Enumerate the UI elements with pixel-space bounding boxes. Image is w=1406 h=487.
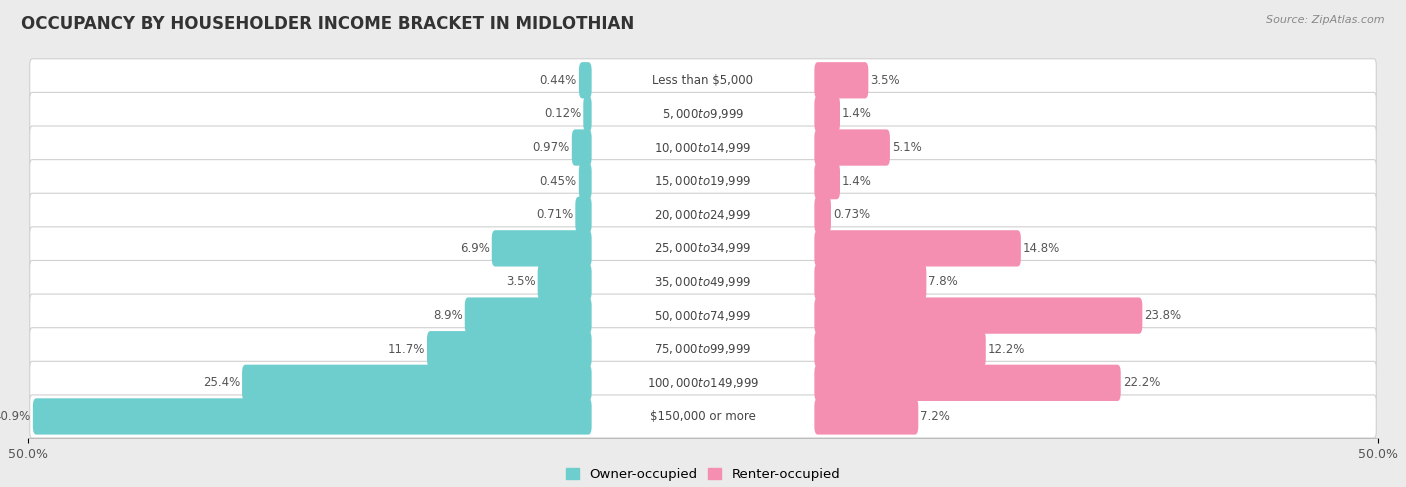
Text: 7.8%: 7.8% xyxy=(928,276,957,288)
Text: $20,000 to $24,999: $20,000 to $24,999 xyxy=(654,208,752,222)
Text: 22.2%: 22.2% xyxy=(1123,376,1160,389)
FancyBboxPatch shape xyxy=(572,130,592,166)
FancyBboxPatch shape xyxy=(30,93,1376,135)
Text: 3.5%: 3.5% xyxy=(506,276,536,288)
Text: 0.12%: 0.12% xyxy=(544,108,581,120)
FancyBboxPatch shape xyxy=(814,298,1142,334)
Text: $150,000 or more: $150,000 or more xyxy=(650,410,756,423)
Text: 0.71%: 0.71% xyxy=(536,208,574,221)
FancyBboxPatch shape xyxy=(30,193,1376,236)
Text: $5,000 to $9,999: $5,000 to $9,999 xyxy=(662,107,744,121)
FancyBboxPatch shape xyxy=(30,59,1376,102)
FancyBboxPatch shape xyxy=(814,365,1121,401)
Text: 1.4%: 1.4% xyxy=(842,175,872,187)
Text: 1.4%: 1.4% xyxy=(842,108,872,120)
FancyBboxPatch shape xyxy=(814,398,918,434)
Text: 23.8%: 23.8% xyxy=(1144,309,1181,322)
Text: 0.97%: 0.97% xyxy=(533,141,569,154)
FancyBboxPatch shape xyxy=(30,395,1376,438)
Text: Source: ZipAtlas.com: Source: ZipAtlas.com xyxy=(1267,15,1385,25)
FancyBboxPatch shape xyxy=(32,398,592,434)
FancyBboxPatch shape xyxy=(30,160,1376,203)
Text: $100,000 to $149,999: $100,000 to $149,999 xyxy=(647,376,759,390)
FancyBboxPatch shape xyxy=(814,264,927,300)
Text: $50,000 to $74,999: $50,000 to $74,999 xyxy=(654,309,752,322)
Text: 14.8%: 14.8% xyxy=(1024,242,1060,255)
Text: 12.2%: 12.2% xyxy=(988,343,1025,356)
FancyBboxPatch shape xyxy=(814,163,839,199)
Legend: Owner-occupied, Renter-occupied: Owner-occupied, Renter-occupied xyxy=(565,468,841,481)
Text: $10,000 to $14,999: $10,000 to $14,999 xyxy=(654,141,752,154)
FancyBboxPatch shape xyxy=(537,264,592,300)
FancyBboxPatch shape xyxy=(30,361,1376,404)
Text: 8.9%: 8.9% xyxy=(433,309,463,322)
FancyBboxPatch shape xyxy=(30,294,1376,337)
FancyBboxPatch shape xyxy=(427,331,592,367)
FancyBboxPatch shape xyxy=(814,62,869,98)
Text: 11.7%: 11.7% xyxy=(388,343,425,356)
Text: 6.9%: 6.9% xyxy=(460,242,489,255)
FancyBboxPatch shape xyxy=(492,230,592,266)
Text: 3.5%: 3.5% xyxy=(870,74,900,87)
FancyBboxPatch shape xyxy=(465,298,592,334)
Text: 40.9%: 40.9% xyxy=(0,410,31,423)
FancyBboxPatch shape xyxy=(579,163,592,199)
Text: 5.1%: 5.1% xyxy=(891,141,922,154)
Text: 0.44%: 0.44% xyxy=(540,74,576,87)
Text: 0.73%: 0.73% xyxy=(832,208,870,221)
FancyBboxPatch shape xyxy=(30,126,1376,169)
Text: Less than $5,000: Less than $5,000 xyxy=(652,74,754,87)
FancyBboxPatch shape xyxy=(814,96,839,132)
Text: OCCUPANCY BY HOUSEHOLDER INCOME BRACKET IN MIDLOTHIAN: OCCUPANCY BY HOUSEHOLDER INCOME BRACKET … xyxy=(21,15,634,33)
Text: $25,000 to $34,999: $25,000 to $34,999 xyxy=(654,242,752,255)
FancyBboxPatch shape xyxy=(242,365,592,401)
FancyBboxPatch shape xyxy=(579,62,592,98)
Text: $75,000 to $99,999: $75,000 to $99,999 xyxy=(654,342,752,356)
Text: 7.2%: 7.2% xyxy=(921,410,950,423)
FancyBboxPatch shape xyxy=(30,261,1376,303)
FancyBboxPatch shape xyxy=(814,130,890,166)
FancyBboxPatch shape xyxy=(575,197,592,233)
FancyBboxPatch shape xyxy=(583,96,592,132)
FancyBboxPatch shape xyxy=(30,328,1376,371)
FancyBboxPatch shape xyxy=(814,331,986,367)
Text: $15,000 to $19,999: $15,000 to $19,999 xyxy=(654,174,752,188)
Text: 0.45%: 0.45% xyxy=(540,175,576,187)
FancyBboxPatch shape xyxy=(814,230,1021,266)
FancyBboxPatch shape xyxy=(30,227,1376,270)
Text: 25.4%: 25.4% xyxy=(202,376,240,389)
FancyBboxPatch shape xyxy=(814,197,831,233)
Text: $35,000 to $49,999: $35,000 to $49,999 xyxy=(654,275,752,289)
